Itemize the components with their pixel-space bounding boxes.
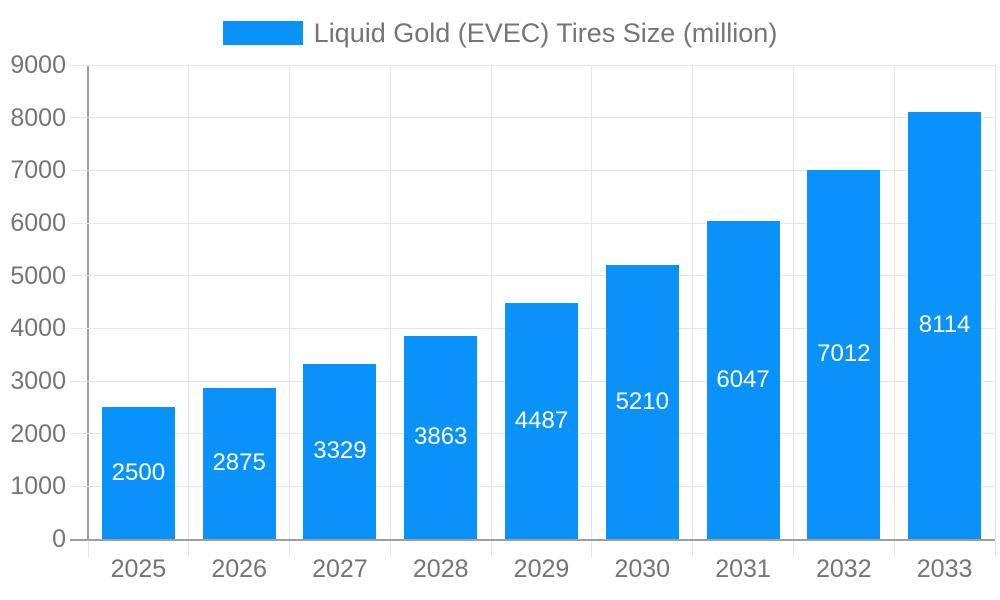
bar-value-label: 4487: [514, 406, 569, 434]
bar-value-label: 7012: [817, 340, 871, 368]
y-tick-mark: [70, 169, 88, 171]
x-gridline: [994, 65, 996, 539]
y-tick-label: 8000: [10, 103, 66, 132]
bar-2025: 2500: [101, 407, 175, 539]
x-tick-label: 2030: [614, 555, 671, 583]
y-tick-label: 7000: [10, 156, 66, 185]
x-gridline: [893, 65, 895, 539]
y-tick-mark: [70, 327, 88, 329]
x-tick-label: 2033: [916, 555, 973, 583]
y-tick-mark: [70, 485, 88, 487]
bar-value-label: 5210: [615, 387, 669, 415]
plot-area: 0 1000 2000 3000 4000 5000 6000 7000 8000 9000 250…: [10, 52, 996, 583]
y-gridline: [88, 275, 995, 277]
x-tick-label: 2029: [513, 555, 570, 583]
x-gridline: [692, 65, 694, 539]
x-tick-mark: [692, 541, 694, 557]
x-gridline: [591, 65, 593, 539]
x-tick-mark: [188, 541, 190, 557]
y-tick-mark: [70, 64, 88, 66]
y-tick-mark: [70, 380, 88, 382]
bar-2033: 8114: [908, 111, 982, 539]
y-tick-label: 9000: [10, 51, 66, 79]
x-tick-mark: [893, 541, 895, 557]
x-tick-mark: [994, 541, 996, 557]
bar-value-label: 6047: [716, 365, 770, 393]
bar-2027: 3329: [303, 363, 377, 539]
x-tick-label: 2031: [715, 555, 771, 583]
x-tick-mark: [389, 541, 391, 557]
y-tick-label: 0: [52, 525, 66, 553]
bar-value-label: 8114: [918, 311, 971, 339]
y-tick-label: 5000: [10, 261, 66, 290]
bar-2028: 3863: [404, 335, 478, 539]
x-tick-mark: [792, 541, 794, 557]
x-tick-mark: [490, 541, 492, 557]
bar-2032: 7012: [807, 169, 881, 539]
x-tick-mark: [87, 541, 89, 557]
bar-value-label: 3863: [414, 423, 468, 451]
x-gridline: [490, 65, 492, 539]
bar-2029: 4487: [505, 302, 578, 539]
x-gridline: [389, 65, 391, 539]
y-tick-mark: [70, 275, 88, 277]
bar-2030: 5210: [605, 264, 679, 539]
y-tick-mark: [70, 433, 88, 435]
bar-2026: 2875: [202, 387, 276, 539]
y-gridline: [88, 169, 995, 171]
y-axis-line: [87, 65, 89, 541]
y-tick-mark: [70, 222, 88, 224]
y-gridline: [88, 64, 995, 66]
x-gridline: [289, 65, 291, 539]
x-tick-label: 2027: [312, 555, 368, 583]
x-tick-label: 2032: [816, 555, 872, 583]
x-axis-line: [70, 539, 995, 541]
x-tick-label: 2025: [110, 555, 167, 583]
legend[interactable]: Liquid Gold (EVEC) Tires Size (million): [0, 19, 1000, 47]
y-tick-mark: [70, 117, 88, 119]
x-gridline: [188, 65, 190, 539]
bar-value-label: 3329: [313, 437, 367, 465]
x-tick-label: 2026: [211, 555, 267, 583]
x-tick-label: 2028: [412, 555, 469, 583]
bar-value-label: 2500: [111, 459, 166, 487]
x-gridline: [792, 65, 794, 539]
bar-value-label: 2875: [212, 449, 266, 477]
y-tick-label: 2000: [10, 419, 66, 448]
y-tick-label: 6000: [10, 209, 66, 237]
y-gridline: [88, 222, 995, 224]
x-tick-mark: [591, 541, 593, 557]
y-tick-label: 3000: [10, 367, 66, 395]
y-tick-label: 1000: [10, 472, 66, 501]
bar-2031: 6047: [706, 220, 780, 539]
y-tick-label: 4000: [10, 314, 66, 343]
legend-label: Liquid Gold (EVEC) Tires Size (million): [313, 18, 778, 48]
y-gridline: [88, 117, 995, 119]
legend-swatch: [222, 21, 303, 45]
x-tick-mark: [289, 541, 291, 557]
